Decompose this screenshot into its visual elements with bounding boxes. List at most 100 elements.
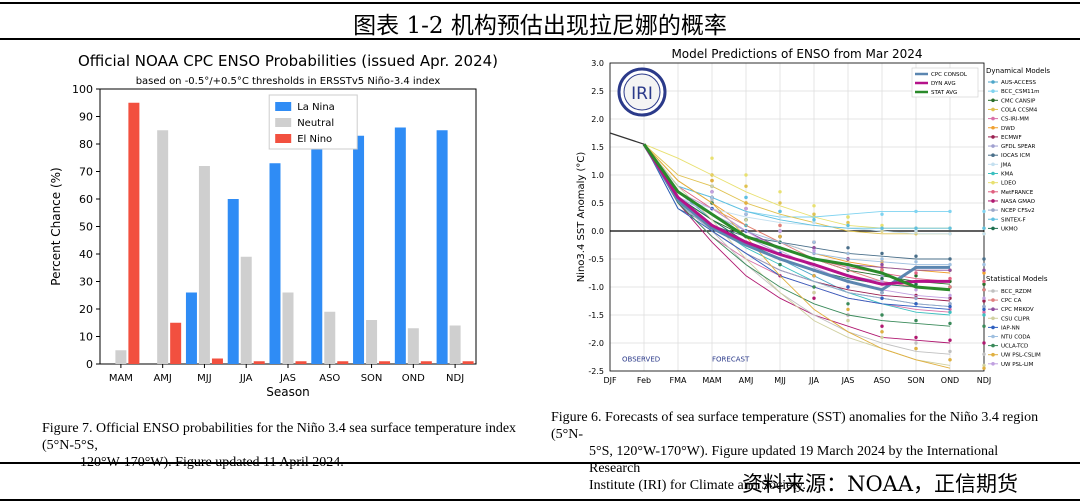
model-point (914, 296, 918, 300)
legend-marker (991, 334, 995, 339)
model-point (948, 302, 952, 306)
x-tick-label: SON (907, 376, 924, 385)
model-point (914, 260, 918, 264)
y-tick-label: 50 (79, 221, 93, 234)
model-point (812, 274, 816, 278)
model-point (914, 254, 918, 258)
y-tick-label: 90 (79, 111, 93, 124)
model-point (846, 307, 850, 312)
model-point (982, 262, 986, 267)
model-point (982, 268, 986, 272)
model-point (982, 324, 986, 328)
model-point (880, 257, 884, 261)
model-point (982, 307, 986, 312)
legend-label: LDEO (1001, 181, 1017, 187)
legend-marker (991, 325, 995, 330)
y-tick-label: 60 (79, 193, 93, 206)
model-point (812, 285, 816, 289)
average-line (642, 143, 951, 292)
model-point (982, 313, 986, 317)
legend-label: CPC MRKOV (1001, 307, 1034, 313)
x-tick-label: AMJ (739, 376, 754, 385)
model-point (778, 223, 782, 228)
model-point (846, 220, 850, 225)
enso-model-prediction-line-chart: Model Predictions of ENSO from Mar 2024 -… (576, 47, 1050, 385)
legend-label: La Nina (297, 102, 335, 113)
legend-marker (991, 352, 995, 357)
legend-marker (991, 89, 995, 93)
model-point (812, 246, 816, 250)
model-point (914, 335, 918, 340)
model-point (948, 358, 952, 362)
x-tick-label: JAS (279, 373, 296, 384)
legend-marker (991, 190, 995, 194)
legend-marker (991, 135, 995, 139)
model-point (880, 223, 884, 228)
x-tick-label: JJA (239, 373, 253, 384)
legend-marker (991, 362, 995, 366)
model-point (948, 293, 952, 298)
bar-el-nino (295, 361, 307, 364)
y-axis-title: Percent Chance (%) (49, 167, 63, 285)
legend-marker (991, 289, 995, 293)
model-point (710, 195, 714, 200)
model-point (948, 209, 952, 214)
legend-label: UW PSL-LIM (1001, 362, 1034, 368)
model-point (880, 226, 884, 230)
legend-marker (991, 171, 995, 176)
model-point (982, 279, 986, 284)
model-point (846, 215, 850, 219)
legend-label: SINTEX-F (1001, 217, 1026, 223)
model-point (710, 156, 714, 160)
bar-la-nina (227, 199, 239, 364)
model-point (744, 184, 748, 188)
model-point (880, 330, 884, 334)
model-point (812, 240, 816, 244)
x-tick-label: JJA (808, 376, 820, 385)
x-tick-label: NDJ (977, 376, 992, 385)
x-tick-label: JAS (841, 376, 855, 385)
x-tick-label: NDJ (446, 373, 464, 384)
model-point (948, 285, 952, 289)
y-tick-label: 1.0 (591, 171, 604, 180)
model-point (846, 246, 850, 250)
legend-marker (991, 125, 995, 130)
model-point (744, 212, 748, 216)
model-line (643, 143, 950, 235)
left-caption: Figure 7. Official ENSO probabilities fo… (42, 420, 542, 471)
model-point (778, 190, 782, 194)
legend-label: ECMWF (1001, 135, 1022, 141)
model-point (744, 173, 748, 177)
legend-marker (991, 107, 995, 112)
model-line (643, 143, 950, 266)
model-point (982, 288, 986, 292)
model-point (812, 296, 816, 300)
model-point (778, 234, 782, 239)
y-tick-label: 2.0 (591, 115, 604, 124)
x-tick-label: ASO (319, 373, 340, 384)
model-point (982, 232, 986, 236)
model-point (982, 257, 986, 261)
model-point (914, 271, 918, 275)
legend-marker (991, 199, 995, 203)
x-tick-label: SON (361, 373, 383, 384)
y-tick-label: -0.5 (588, 255, 604, 264)
model-point (914, 302, 918, 306)
legend-label: BCC_CSM11m (1001, 89, 1040, 95)
model-point (982, 299, 986, 303)
bar-el-nino (420, 361, 432, 364)
model-point (812, 248, 816, 253)
model-point (948, 232, 952, 236)
bar-el-nino (462, 361, 474, 364)
legend-label: UKMO (1001, 226, 1018, 232)
model-line (643, 143, 951, 344)
legend-marker (991, 307, 995, 312)
model-point (982, 310, 986, 314)
y-tick-label: 30 (79, 276, 93, 289)
legend-label: BCC_RZDM (1001, 289, 1032, 295)
legend-marker (991, 116, 995, 121)
forecast-label: FORECAST (712, 355, 750, 363)
iri-logo-text: IRI (631, 84, 653, 104)
y-axis-title: Nino3.4 SST Anomaly (°C) (576, 152, 587, 283)
right-caption: Figure 6. Forecasts of sea surface tempe… (551, 409, 1051, 494)
